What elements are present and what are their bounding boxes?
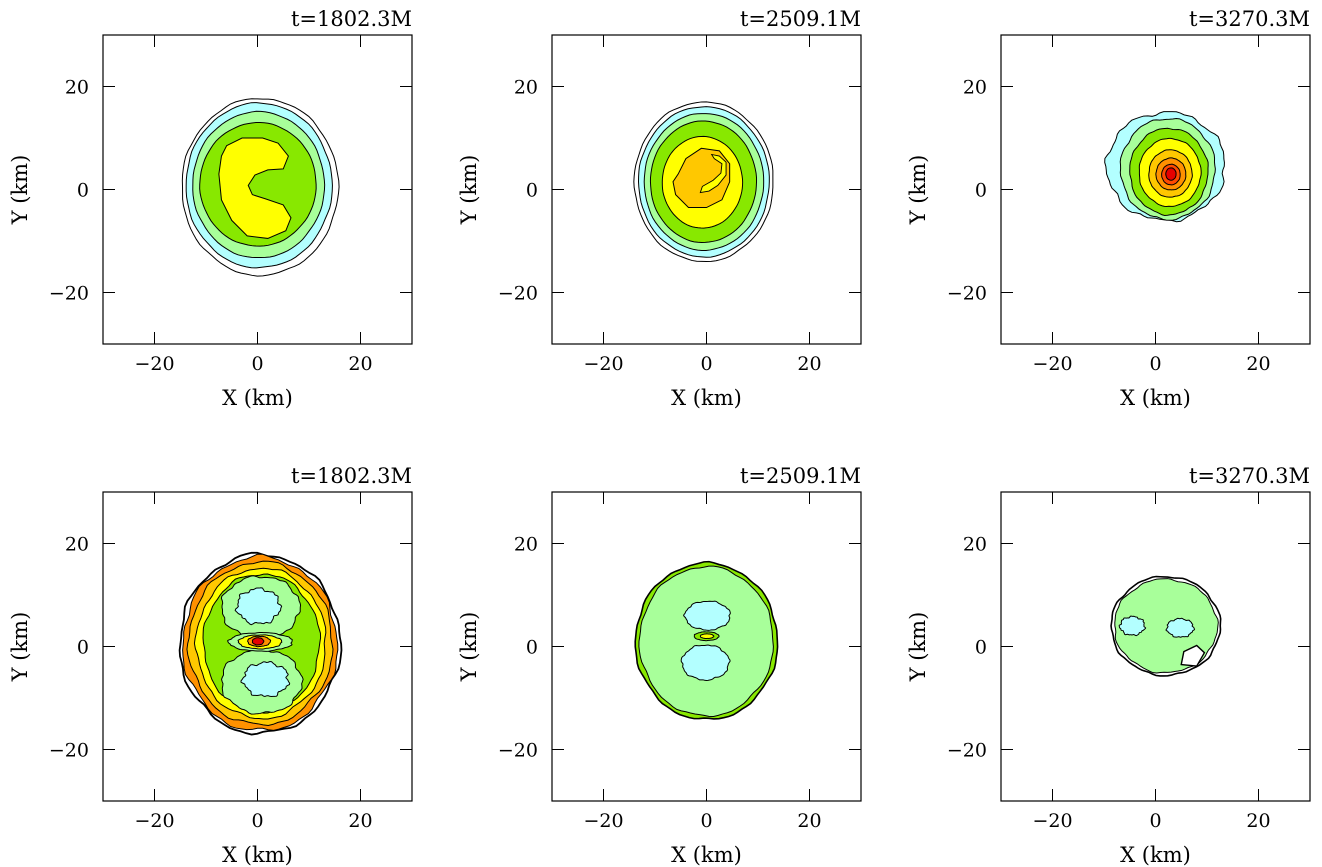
y-tick-label: 0 xyxy=(975,180,987,202)
y-tick-label: 20 xyxy=(514,77,538,99)
bar-inner xyxy=(699,633,715,640)
x-axis-label: X (km) xyxy=(1120,386,1191,410)
x-tick-label: 0 xyxy=(1149,353,1161,375)
panel-0-1: −20 0 20 −20 0 20 X (km) Y (km) t=2509.1M xyxy=(457,7,862,410)
x-tick-label: 20 xyxy=(797,353,821,375)
y-tick-label: 0 xyxy=(77,180,89,202)
contour-level-5 xyxy=(218,137,292,239)
contour-field xyxy=(634,560,779,720)
cell-left xyxy=(1118,615,1147,637)
y-tick-label: 0 xyxy=(77,637,89,659)
y-axis-label: Y (km) xyxy=(457,612,481,683)
notch xyxy=(1180,644,1206,667)
cell-lower xyxy=(680,644,731,682)
y-tick-label: 20 xyxy=(963,77,987,99)
x-tick-label: 20 xyxy=(1246,810,1270,832)
contour-hook xyxy=(699,153,727,194)
contour-field xyxy=(1110,575,1222,677)
y-tick-label: 0 xyxy=(526,637,538,659)
y-axis-label: Y (km) xyxy=(8,155,32,226)
x-tick-label: 0 xyxy=(251,810,263,832)
x-axis-label: X (km) xyxy=(1120,843,1191,867)
contour-field xyxy=(633,101,774,262)
x-axis-label: X (km) xyxy=(671,386,742,410)
x-tick-label: 20 xyxy=(797,810,821,832)
panel-0-0: −20 0 20 −20 0 20 X (km) Y (km) t=1802.3M xyxy=(8,7,413,410)
contour-level-1 xyxy=(638,565,774,718)
y-tick-label: 20 xyxy=(65,77,89,99)
x-tick-label: 0 xyxy=(1149,810,1161,832)
panel-title: t=1802.3M xyxy=(291,464,412,488)
panel-title: t=3270.3M xyxy=(1189,464,1310,488)
y-axis-label: Y (km) xyxy=(8,612,32,683)
bar-core xyxy=(251,637,265,646)
y-tick-label: −20 xyxy=(947,740,987,762)
panel-title: t=2509.1M xyxy=(740,464,861,488)
x-tick-label: −20 xyxy=(134,810,174,832)
y-tick-label: −20 xyxy=(49,283,89,305)
x-tick-label: 20 xyxy=(348,353,372,375)
y-tick-label: 20 xyxy=(963,534,987,556)
x-tick-label: −20 xyxy=(1032,353,1072,375)
y-tick-label: −20 xyxy=(498,283,538,305)
x-axis-label: X (km) xyxy=(222,386,293,410)
panel-title: t=1802.3M xyxy=(291,7,412,31)
y-axis-label: Y (km) xyxy=(457,155,481,226)
contour-level-8 xyxy=(1165,167,1177,181)
panel-0-2: −20 0 20 −20 0 20 X (km) Y (km) t=3270.3M xyxy=(906,7,1311,410)
panel-1-0: −20 0 20 −20 0 20 X (km) Y (km) t=1802.3M xyxy=(8,464,413,867)
contour-field xyxy=(1104,111,1225,223)
y-tick-label: −20 xyxy=(947,283,987,305)
panel-1-2: −20 0 20 −20 0 20 X (km) Y (km) t=3270.3M xyxy=(906,464,1311,867)
y-tick-label: −20 xyxy=(49,740,89,762)
x-tick-label: 0 xyxy=(251,353,263,375)
cell-upper-core xyxy=(234,587,283,626)
panel-1-1: −20 0 20 −20 0 20 X (km) Y (km) t=2509.1M xyxy=(457,464,862,867)
contour-level-6 xyxy=(672,147,731,209)
cell-lower-core xyxy=(240,661,291,698)
cell-upper xyxy=(683,600,731,631)
y-tick-label: 0 xyxy=(526,180,538,202)
y-tick-label: 20 xyxy=(514,534,538,556)
cell-core xyxy=(1165,617,1196,638)
contour-field xyxy=(178,551,343,736)
y-tick-label: −20 xyxy=(498,740,538,762)
contour-field xyxy=(181,98,340,277)
x-tick-label: 20 xyxy=(348,810,372,832)
y-axis-label: Y (km) xyxy=(906,612,930,683)
y-tick-label: 0 xyxy=(975,637,987,659)
x-tick-label: 0 xyxy=(700,810,712,832)
panel-title: t=3270.3M xyxy=(1189,7,1310,31)
y-tick-label: 20 xyxy=(65,534,89,556)
y-axis-label: Y (km) xyxy=(906,155,930,226)
x-tick-label: −20 xyxy=(1032,810,1072,832)
x-tick-label: 20 xyxy=(1246,353,1270,375)
x-axis-label: X (km) xyxy=(222,843,293,867)
x-tick-label: 0 xyxy=(700,353,712,375)
x-tick-label: −20 xyxy=(134,353,174,375)
x-axis-label: X (km) xyxy=(671,843,742,867)
x-tick-label: −20 xyxy=(583,353,623,375)
x-tick-label: −20 xyxy=(583,810,623,832)
panel-title: t=2509.1M xyxy=(740,7,861,31)
